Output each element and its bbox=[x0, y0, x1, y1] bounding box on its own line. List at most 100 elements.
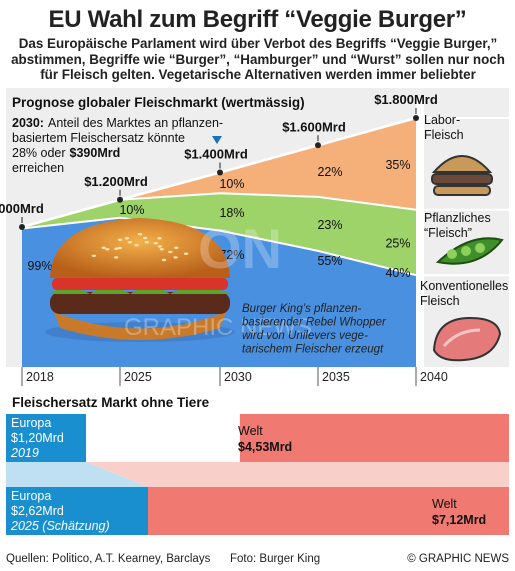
series-label-pflanzlich: Pflanzliches bbox=[424, 211, 491, 225]
lab-burger-icon bbox=[431, 155, 493, 173]
area-chart-title: Prognose globaler Fleischmarkt (wertmäss… bbox=[12, 95, 305, 110]
axis-band bbox=[6, 367, 509, 386]
sesame-seed bbox=[127, 241, 133, 244]
world-value: $7,12Mrd bbox=[432, 513, 486, 527]
total-marker bbox=[413, 115, 419, 121]
europe-bar bbox=[6, 414, 86, 462]
europe-year: 2019 bbox=[10, 446, 39, 460]
world-label: Welt bbox=[432, 497, 457, 511]
share-label: 10% bbox=[119, 203, 144, 217]
photo-caption-line: wird von Unilevers vege- bbox=[242, 330, 368, 342]
area-chart-text: Burger King’s pflanzen-basierender Rebel… bbox=[12, 95, 508, 356]
sources-note: Quellen: Politico, A.T. Kearney, Barclay… bbox=[6, 553, 211, 565]
total-label: $1.000Mrd bbox=[0, 201, 44, 216]
chart-gutter bbox=[416, 98, 424, 386]
sesame-seed bbox=[91, 254, 97, 257]
world-value: $4,53Mrd bbox=[238, 440, 292, 454]
sesame-seed bbox=[114, 247, 119, 250]
sesame-seed bbox=[101, 246, 106, 249]
x-tick-label: 2025 bbox=[124, 370, 152, 384]
pea-icon bbox=[461, 246, 471, 256]
series-label-pflanzlich: “Fleisch” bbox=[424, 226, 472, 240]
x-tick-label: 2018 bbox=[26, 370, 54, 384]
watermark-on: ON bbox=[198, 217, 282, 280]
page-title: EU Wahl zum Begriff “Veggie Burger” bbox=[48, 6, 467, 33]
world-label: Welt bbox=[238, 424, 263, 438]
photo-credit: Foto: Burger King bbox=[230, 553, 321, 565]
annotation-line-3: 28% oder $390Mrd bbox=[12, 146, 120, 160]
watermark-graphic-news: GRAPHIC NEWS bbox=[124, 314, 312, 341]
photo-caption-line: tarischem Fleischer erzeugt bbox=[242, 344, 384, 356]
total-marker bbox=[217, 169, 223, 176]
world-bar bbox=[239, 414, 509, 462]
sesame-seed bbox=[157, 237, 162, 240]
top-bun bbox=[50, 218, 230, 278]
lab-bottom-bun-icon bbox=[433, 185, 491, 196]
annotation-line-1: 2030: Anteil des Marktes an pflanzen- bbox=[12, 116, 223, 130]
share-label: 35% bbox=[385, 158, 410, 172]
share-label: 99% bbox=[27, 259, 52, 273]
total-marker bbox=[19, 224, 25, 230]
photo-caption-line: basierender Rebel Whopper bbox=[242, 317, 387, 329]
sesame-seed bbox=[142, 236, 148, 240]
bottom-bun bbox=[54, 312, 226, 340]
bar-chart: Fleischersatz Markt ohne TiereEuropa$1,2… bbox=[6, 395, 509, 535]
annotation-pointer bbox=[212, 136, 222, 144]
pea-icon bbox=[475, 243, 485, 253]
lab-patty-icon bbox=[431, 173, 493, 185]
share-label: 23% bbox=[317, 218, 342, 232]
sesame-seed bbox=[117, 246, 123, 250]
sesame-seed bbox=[117, 238, 123, 241]
annotation-line-2: basiertem Fleischersatz könnte bbox=[12, 131, 185, 145]
sesame-seed bbox=[173, 256, 178, 259]
annotation-line-4: erreichen bbox=[12, 161, 64, 175]
sesame-seed bbox=[114, 256, 119, 259]
annotation-text-1: Anteil des Marktes an pflanzen- bbox=[48, 116, 223, 130]
series-label-konventionell: Fleisch bbox=[420, 294, 460, 308]
total-marker bbox=[117, 196, 123, 203]
total-label: $1.200Mrd bbox=[84, 174, 148, 189]
share-label: 22% bbox=[317, 165, 342, 179]
sesame-seed bbox=[153, 242, 158, 245]
graphic-news-credit: © GRAPHIC NEWS bbox=[407, 553, 509, 565]
share-label: 55% bbox=[317, 254, 342, 268]
sesame-seed bbox=[168, 250, 173, 254]
europe-bar bbox=[6, 487, 148, 535]
x-axis: 2018 2025 2030 2035 2040 bbox=[6, 367, 509, 386]
boundary-plant-lab bbox=[21, 192, 417, 228]
sesame-seed bbox=[137, 233, 143, 236]
area-labor bbox=[22, 118, 416, 227]
total-label: $1.800Mrd bbox=[374, 92, 438, 107]
area-pflanzlich bbox=[22, 193, 416, 276]
sesame-seed bbox=[157, 245, 163, 248]
sesame-seed bbox=[183, 252, 189, 255]
x-tick-label: 2040 bbox=[420, 370, 448, 384]
sesame-seed bbox=[144, 241, 149, 244]
x-tick-label: 2030 bbox=[224, 370, 252, 384]
steak-icon bbox=[432, 316, 502, 362]
total-marker bbox=[315, 142, 321, 149]
sesame-seed bbox=[134, 244, 139, 247]
share-label: 10% bbox=[219, 177, 244, 191]
steak-fat-icon bbox=[442, 328, 481, 348]
x-tick-label: 2035 bbox=[322, 370, 350, 384]
total-label: $1.600Mrd bbox=[282, 119, 346, 134]
world-growth-connector bbox=[86, 462, 509, 487]
share-label: 40% bbox=[385, 266, 410, 280]
share-label: 25% bbox=[385, 236, 410, 250]
annotation-value: $390Mrd bbox=[70, 146, 121, 160]
world-bar bbox=[86, 487, 509, 535]
boundary-conv-plant bbox=[21, 216, 417, 277]
europe-growth-connector bbox=[6, 462, 148, 487]
sesame-seed bbox=[124, 237, 130, 240]
europe-value: $2,62Mrd bbox=[11, 504, 64, 518]
share-label: 18% bbox=[219, 206, 244, 220]
sesame-seed bbox=[161, 258, 167, 262]
series-label-konventionell: Konventionelles bbox=[420, 279, 508, 293]
series-label-labor: Fleisch bbox=[424, 128, 464, 142]
series-label-labor: Labor- bbox=[424, 113, 460, 127]
annotation-text-3: 28% oder bbox=[12, 146, 66, 160]
sesame-seed bbox=[159, 248, 164, 251]
europe-label: Europa bbox=[11, 416, 51, 430]
